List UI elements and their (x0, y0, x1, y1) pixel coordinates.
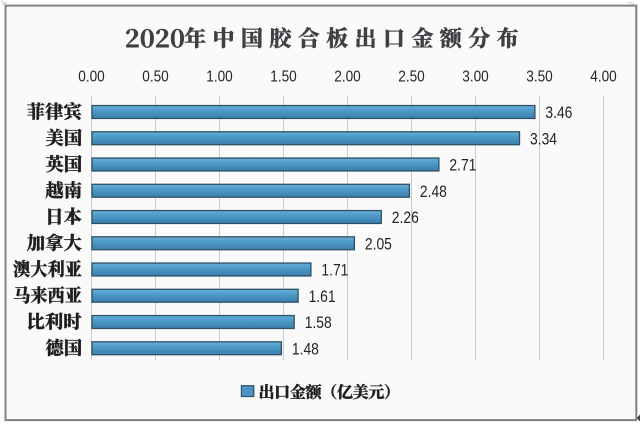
svg-text:2.26: 2.26 (392, 209, 419, 227)
svg-text:1.50: 1.50 (270, 69, 297, 86)
svg-text:1.00: 1.00 (206, 69, 233, 86)
svg-text:3.46: 3.46 (545, 104, 572, 122)
svg-text:0.50: 0.50 (142, 69, 169, 86)
svg-text:2.50: 2.50 (398, 69, 425, 86)
svg-text:1.71: 1.71 (321, 262, 348, 280)
svg-text:2.05: 2.05 (365, 235, 392, 253)
svg-text:1.48: 1.48 (292, 340, 319, 358)
svg-text:2.00: 2.00 (334, 69, 361, 86)
svg-text:4.00: 4.00 (590, 69, 617, 86)
svg-text:3.34: 3.34 (530, 130, 557, 148)
svg-text:1.58: 1.58 (305, 314, 332, 332)
svg-text:0.00: 0.00 (78, 69, 105, 86)
svg-text:1.61: 1.61 (309, 288, 336, 306)
svg-text:3.50: 3.50 (526, 69, 553, 86)
svg-text:2.71: 2.71 (449, 157, 476, 175)
svg-text:3.00: 3.00 (462, 69, 489, 86)
svg-text:2.48: 2.48 (420, 183, 447, 201)
